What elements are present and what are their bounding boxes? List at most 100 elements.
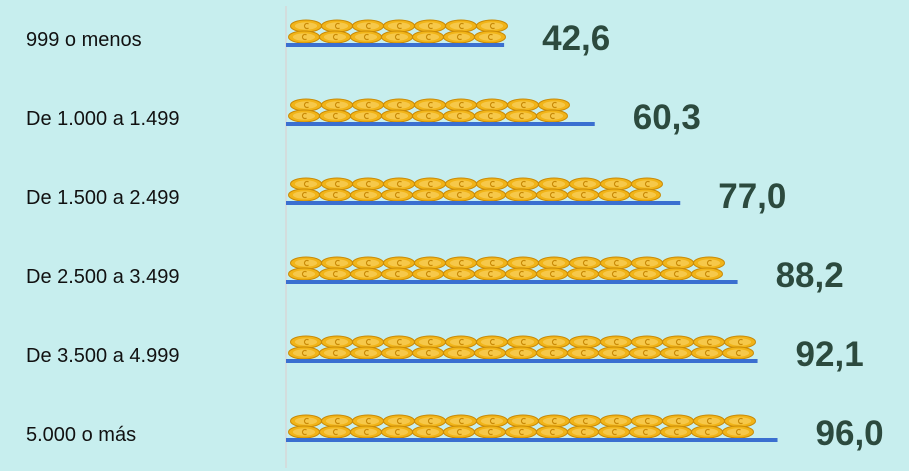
coin-icon — [691, 425, 723, 439]
coin-icon — [660, 267, 692, 281]
coin-icon — [414, 335, 446, 349]
coin-icon — [567, 267, 599, 281]
coin-icon — [600, 335, 632, 349]
coin-icon — [414, 256, 446, 270]
coin-icon — [352, 414, 384, 428]
coin-icon — [693, 256, 725, 270]
coin-icon — [381, 346, 413, 360]
coin-icon — [629, 346, 661, 360]
category-label: 999 o menos — [26, 29, 142, 51]
coin-icon — [567, 425, 599, 439]
bar — [286, 414, 778, 442]
category-label: De 1.500 a 2.499 — [26, 187, 179, 209]
coin-icon — [352, 335, 384, 349]
coin-icon — [631, 414, 663, 428]
value-label: 77,0 — [718, 177, 786, 216]
coin-icon — [722, 346, 754, 360]
coin-icon — [476, 98, 508, 112]
coin-icon — [381, 425, 413, 439]
bar-baseline — [286, 122, 595, 126]
coin-icon — [505, 188, 537, 202]
value-label: 96,0 — [816, 414, 884, 453]
bar-baseline — [286, 43, 505, 47]
coin-icon — [290, 177, 322, 191]
coin-icon — [507, 177, 539, 191]
coin-icon — [476, 177, 508, 191]
coin-icon — [569, 177, 601, 191]
coin-icon — [476, 414, 508, 428]
category-label: 5.000 o más — [26, 424, 136, 446]
coin-icon — [631, 335, 663, 349]
coin-icon — [476, 335, 508, 349]
coin-icon — [321, 335, 353, 349]
coin-icon — [507, 256, 539, 270]
coin-icon — [288, 109, 320, 123]
coin-icon — [474, 346, 506, 360]
coin-icon — [412, 109, 444, 123]
bar-baseline — [286, 201, 681, 205]
coin-icon — [598, 188, 630, 202]
coin-icon — [383, 98, 415, 112]
coin-icon — [319, 109, 351, 123]
coin-icon — [476, 19, 508, 33]
coin-icon — [290, 335, 322, 349]
coin-icon — [569, 256, 601, 270]
bar — [286, 98, 595, 126]
value-label: 88,2 — [776, 256, 844, 295]
value-label: 42,6 — [542, 19, 610, 58]
coin-icon — [691, 346, 723, 360]
coin-icon — [662, 335, 694, 349]
coin-icon — [598, 346, 630, 360]
coin-icon — [538, 177, 570, 191]
coin-icon — [414, 98, 446, 112]
coin-icon — [321, 19, 353, 33]
bar-row: 5.000 o más 96,0 — [26, 414, 884, 453]
coin-icon — [474, 30, 506, 44]
category-label: De 1.000 a 1.499 — [26, 108, 179, 130]
coin-icon — [381, 109, 413, 123]
coin-icon — [290, 98, 322, 112]
coin-icon — [383, 335, 415, 349]
coin-icon — [321, 177, 353, 191]
coin-icon — [288, 30, 320, 44]
coin-icon — [350, 109, 382, 123]
category-label: De 2.500 a 3.499 — [26, 266, 179, 288]
coin-icon — [445, 98, 477, 112]
coin-icon — [505, 346, 537, 360]
coin-icon — [352, 256, 384, 270]
coin-icon — [350, 30, 382, 44]
coin-icon — [629, 425, 661, 439]
bar-row: De 1.000 a 1.499 60,3 — [26, 98, 701, 137]
bar-row: 999 o menos 42,6 — [26, 19, 610, 58]
coin-icon — [445, 256, 477, 270]
coin-icon — [507, 335, 539, 349]
coin-icon — [691, 267, 723, 281]
coin-icon — [381, 188, 413, 202]
coin-icon — [290, 414, 322, 428]
coin-icon — [724, 414, 756, 428]
coin-icon — [414, 177, 446, 191]
coin-icon — [319, 425, 351, 439]
coin-icon — [350, 425, 382, 439]
coin-icon — [569, 335, 601, 349]
coin-icon — [383, 414, 415, 428]
coin-icon — [538, 256, 570, 270]
coin-icon — [474, 267, 506, 281]
coin-icon — [443, 346, 475, 360]
bar — [286, 19, 508, 47]
coin-icon — [412, 425, 444, 439]
coin-icon — [507, 98, 539, 112]
coin-icon — [507, 414, 539, 428]
coin-icon — [319, 267, 351, 281]
coin-icon — [629, 188, 661, 202]
coin-icon — [724, 335, 756, 349]
coin-icon — [321, 414, 353, 428]
coin-icon — [445, 177, 477, 191]
coin-icon — [443, 30, 475, 44]
coin-icon — [600, 414, 632, 428]
coin-icon — [412, 30, 444, 44]
coin-icon — [443, 188, 475, 202]
coin-icon — [505, 267, 537, 281]
coin-icon — [321, 98, 353, 112]
